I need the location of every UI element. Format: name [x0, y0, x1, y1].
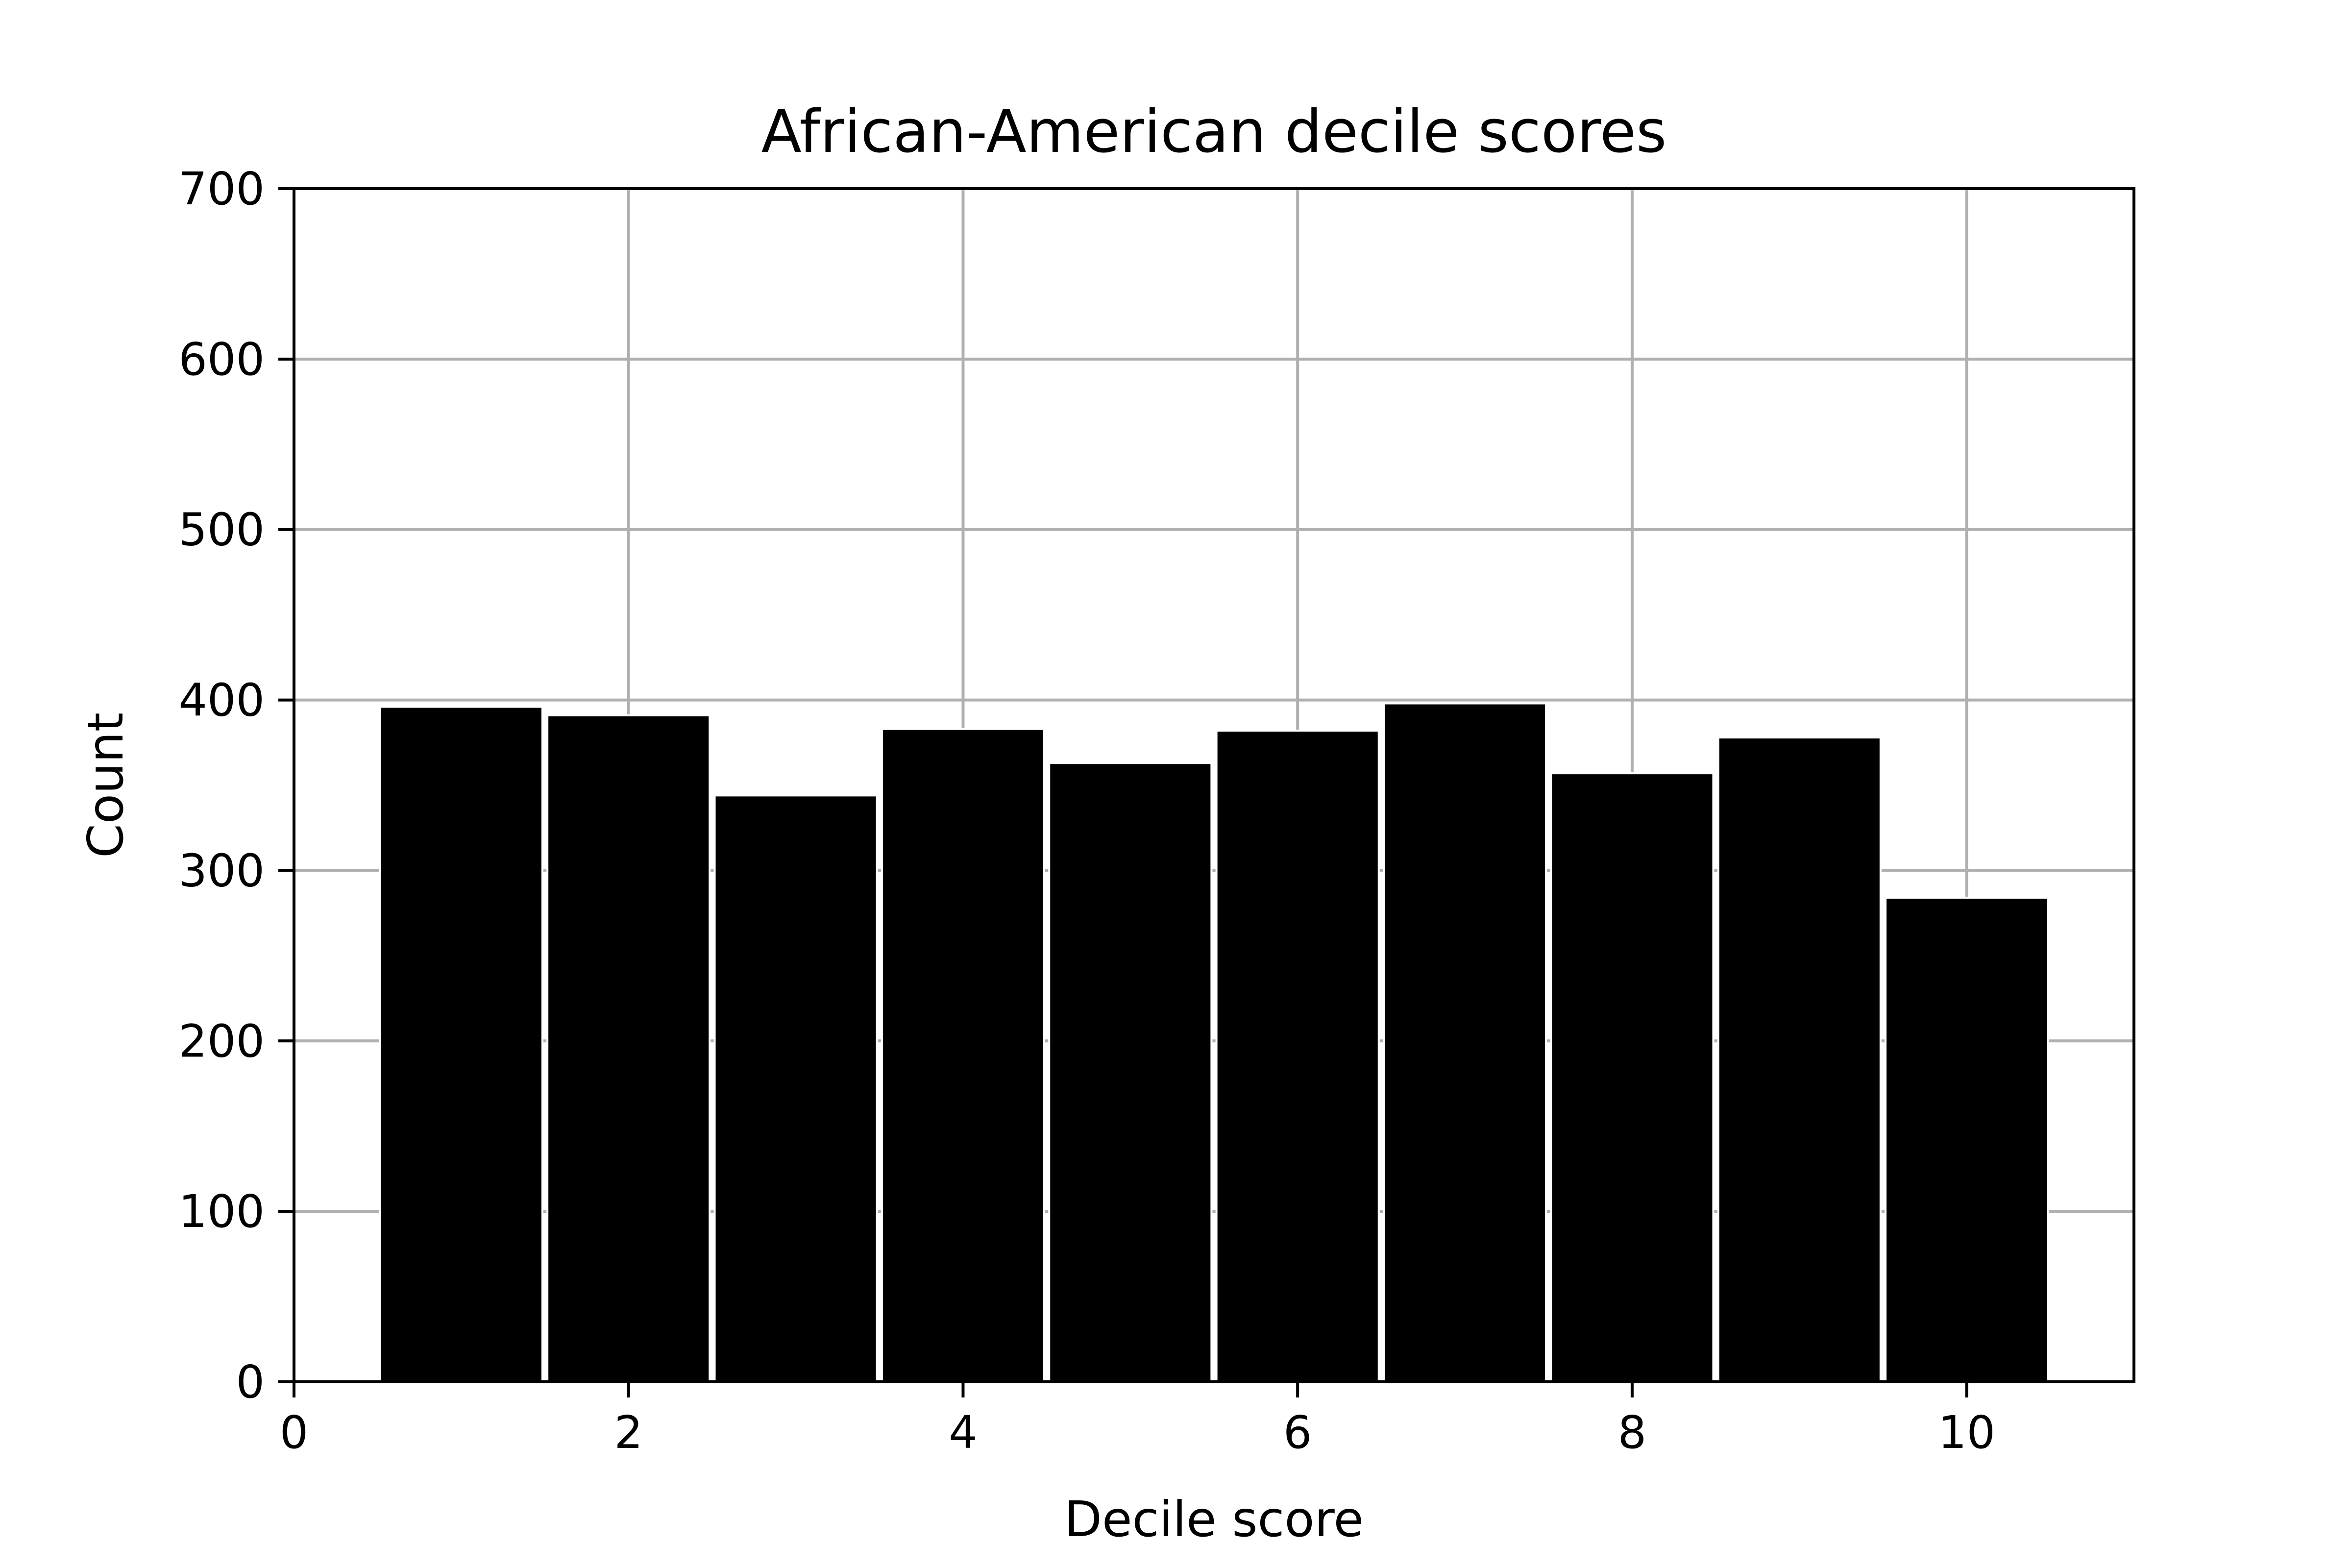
bar-decile-6: [1215, 730, 1380, 1383]
bar-decile-7: [1382, 702, 1547, 1383]
y-tick-label: 600: [178, 333, 265, 386]
bar-decile-8: [1550, 772, 1715, 1383]
x-tick-label: 2: [614, 1406, 643, 1459]
y-tick-label: 200: [178, 1015, 265, 1067]
x-tick-label: 0: [280, 1406, 309, 1459]
bar-decile-5: [1048, 762, 1213, 1383]
y-tick-label: 300: [178, 844, 265, 897]
x-tick-label: 8: [1618, 1406, 1647, 1459]
y-tick-label: 0: [236, 1356, 265, 1408]
x-tick-label: 10: [1938, 1406, 1995, 1459]
bar-decile-4: [881, 728, 1046, 1383]
y-tick-label: 700: [178, 163, 265, 215]
x-tick-label: 6: [1283, 1406, 1312, 1459]
bar-decile-3: [713, 794, 878, 1383]
plot-frame: [293, 187, 2135, 1383]
y-tick-label: 400: [178, 674, 265, 727]
y-tick-label: 100: [178, 1185, 265, 1238]
x-tick-label: 4: [949, 1406, 978, 1459]
bar-decile-9: [1717, 736, 1882, 1383]
x-axis-title: Decile score: [1064, 1491, 1364, 1548]
y-axis-title: Count: [77, 712, 134, 858]
bar-decile-2: [546, 714, 711, 1383]
chart-title: African-American decile scores: [761, 98, 1667, 166]
bar-decile-10: [1885, 897, 2049, 1383]
bar-decile-1: [379, 706, 543, 1383]
tick-marks: [278, 187, 1968, 1397]
bars: [379, 702, 2049, 1383]
y-tick-label: 500: [178, 504, 265, 556]
